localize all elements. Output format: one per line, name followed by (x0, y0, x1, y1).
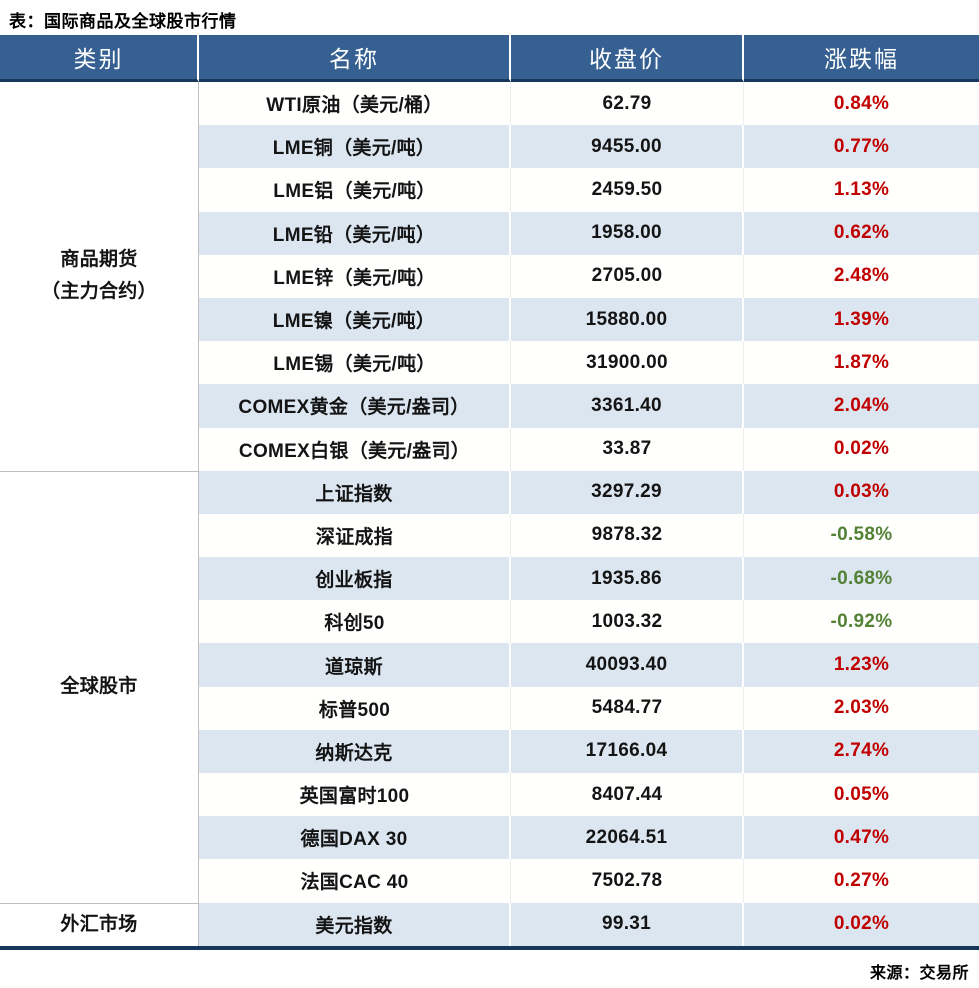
close-price-cell: 7502.78 (511, 859, 744, 903)
close-price-cell: 62.79 (511, 82, 744, 126)
name-cell: LME镍（美元/吨） (199, 297, 511, 342)
change-percent-cell: 1.13% (744, 168, 979, 212)
table-title: 表：国际商品及全球股市行情 (9, 12, 237, 31)
change-percent-cell: 1.39% (744, 297, 979, 342)
header-close-price: 收盘价 (511, 35, 744, 82)
change-percent-cell: 2.48% (744, 254, 979, 298)
header-name: 名称 (199, 35, 511, 82)
name-cell: LME铝（美元/吨） (199, 168, 511, 212)
name-cell: 创业板指 (199, 557, 511, 601)
header-category: 类别 (0, 35, 199, 82)
change-percent-cell: 0.77% (744, 125, 979, 169)
close-price-cell: 15880.00 (511, 297, 744, 342)
change-percent-cell: 0.02% (744, 902, 979, 946)
close-price-cell: 22064.51 (511, 816, 744, 860)
source-note: 来源：交易所 (869, 964, 969, 982)
name-cell: LME铜（美元/吨） (199, 125, 511, 169)
change-percent-cell: 0.84% (744, 82, 979, 126)
close-price-cell: 5484.77 (511, 686, 744, 730)
close-price-cell: 40093.40 (511, 643, 744, 687)
change-percent-cell: 0.47% (744, 816, 979, 860)
name-cell: WTI原油（美元/桶） (199, 82, 511, 126)
category-cell: 外汇市场 (0, 902, 199, 946)
name-cell: 法国CAC 40 (199, 859, 511, 903)
change-percent-cell: 0.62% (744, 211, 979, 255)
close-price-cell: 2459.50 (511, 168, 744, 212)
name-cell: 纳斯达克 (199, 729, 511, 773)
change-percent-cell: 1.87% (744, 341, 979, 385)
change-percent-cell: -0.92% (744, 600, 979, 644)
name-cell: COMEX白银（美元/盎司） (199, 427, 511, 471)
change-percent-cell: 0.03% (744, 470, 979, 514)
close-price-cell: 3361.40 (511, 384, 744, 428)
change-percent-cell: -0.58% (744, 513, 979, 558)
close-price-cell: 33.87 (511, 427, 744, 471)
name-cell: COMEX黄金（美元/盎司） (199, 384, 511, 428)
close-price-cell: 9878.32 (511, 513, 744, 558)
change-percent-cell: 0.02% (744, 427, 979, 471)
name-cell: 科创50 (199, 600, 511, 644)
change-percent-cell: -0.68% (744, 557, 979, 601)
name-cell: LME锡（美元/吨） (199, 341, 511, 385)
change-percent-cell: 1.23% (744, 643, 979, 687)
close-price-cell: 1958.00 (511, 211, 744, 255)
category-cell: 全球股市 (0, 470, 199, 903)
name-cell: 深证成指 (199, 513, 511, 558)
name-cell: 德国DAX 30 (199, 816, 511, 860)
name-cell: 标普500 (199, 686, 511, 730)
close-price-cell: 1935.86 (511, 557, 744, 601)
change-percent-cell: 0.05% (744, 773, 979, 817)
header-change-percent: 涨跌幅 (744, 35, 979, 82)
name-cell: 美元指数 (199, 902, 511, 946)
close-price-cell: 31900.00 (511, 341, 744, 385)
name-cell: 英国富时100 (199, 773, 511, 817)
change-percent-cell: 2.04% (744, 384, 979, 428)
close-price-cell: 9455.00 (511, 125, 744, 169)
change-percent-cell: 0.27% (744, 859, 979, 903)
market-table: 类别 名称 收盘价 涨跌幅 商品期货 （主力合约） WTI原油（美元/桶） 62.7… (0, 35, 979, 950)
close-price-cell: 8407.44 (511, 773, 744, 817)
change-percent-cell: 2.03% (744, 686, 979, 730)
category-cell: 商品期货 （主力合约） (0, 82, 199, 471)
name-cell: LME锌（美元/吨） (199, 254, 511, 298)
change-percent-cell: 2.74% (744, 729, 979, 773)
close-price-cell: 99.31 (511, 902, 744, 946)
name-cell: 上证指数 (199, 470, 511, 514)
close-price-cell: 3297.29 (511, 470, 744, 514)
close-price-cell: 2705.00 (511, 254, 744, 298)
close-price-cell: 1003.32 (511, 600, 744, 644)
close-price-cell: 17166.04 (511, 729, 744, 773)
name-cell: 道琼斯 (199, 643, 511, 687)
name-cell: LME铅（美元/吨） (199, 211, 511, 255)
